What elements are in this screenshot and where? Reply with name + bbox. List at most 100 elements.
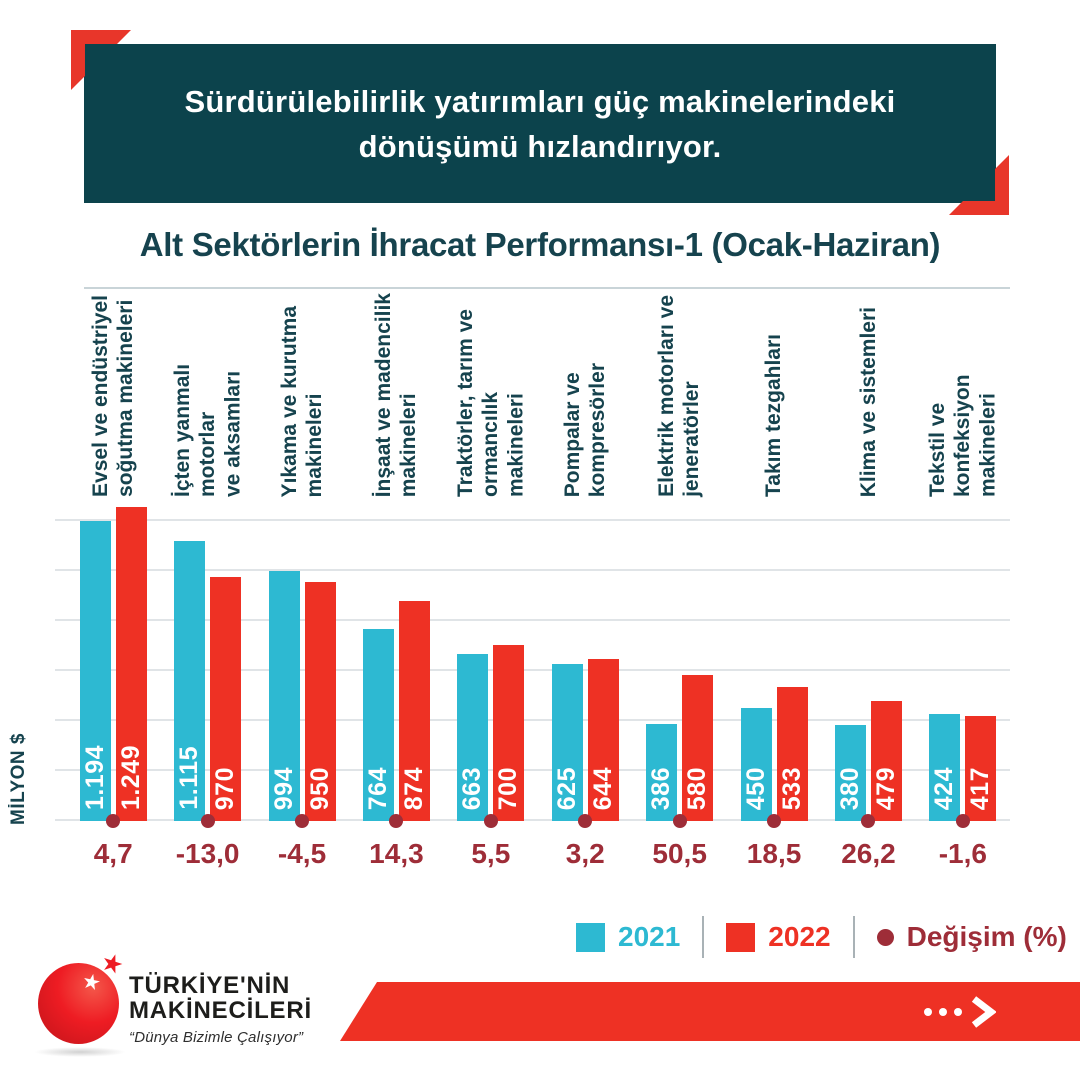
gridline xyxy=(55,769,1010,771)
bar-value-label: 1.194 xyxy=(80,744,109,810)
more-arrow-icon[interactable] xyxy=(924,982,996,1041)
legend-divider xyxy=(702,916,705,958)
bar-value-label: 764 xyxy=(363,766,392,810)
change-dot-icon xyxy=(106,814,121,828)
bar-value-label: 450 xyxy=(741,766,770,810)
gridline xyxy=(55,569,1010,571)
bar-value-label: 970 xyxy=(211,766,240,810)
change-dot-icon xyxy=(200,814,215,828)
legend-item-2022: 2022 xyxy=(726,921,831,953)
bar-pair: 380 479 xyxy=(821,505,915,828)
gridline xyxy=(55,819,1010,821)
logo-shadow xyxy=(34,1047,126,1057)
bar-value-label: 644 xyxy=(588,766,617,810)
change-value: 3,2 xyxy=(565,838,605,869)
category-label: Takım tezgahları xyxy=(762,334,786,497)
ribbon-corner-bottom-right-icon xyxy=(949,155,1009,215)
category-label: Traktörler, tarım ve ormancılık makinele… xyxy=(454,309,528,497)
bar-value-label: 386 xyxy=(647,766,676,810)
legend-item-change: Değişim (%) xyxy=(876,921,1067,953)
gridline xyxy=(55,669,1010,671)
category-label: İnşaat ve madencilik makineleri xyxy=(372,292,421,497)
category-label-cell: Pompalar ve kompresörler xyxy=(538,287,632,505)
bar-value-label: 625 xyxy=(552,766,581,810)
bar-value-label: 417 xyxy=(966,766,995,810)
change-dot-icon xyxy=(955,814,970,828)
change-value: 4,7 xyxy=(93,838,133,869)
bar-2021: 1.115 xyxy=(174,541,206,821)
bar-value-label: 380 xyxy=(835,766,864,810)
category-label-cell: Elektrik motorları ve jeneratörler xyxy=(632,287,726,505)
category-label-cell: Evsel ve endüstriyel soğutma makineleri xyxy=(66,287,160,505)
bar-2022: 580 xyxy=(682,675,714,821)
change-value: 14,3 xyxy=(369,838,424,869)
bar-2022: 417 xyxy=(965,716,997,821)
header-title-line2: dönüşümü hızlandırıyor. xyxy=(358,128,722,164)
change-value: 5,5 xyxy=(471,838,511,869)
category-label: Tekstil ve konfeksiyon makineleri xyxy=(926,374,1000,497)
bar-2021: 1.194 xyxy=(79,521,111,821)
bar-2022: 700 xyxy=(493,645,525,821)
bar-group: Pompalar ve kompresörler 625 644 3,2 xyxy=(538,287,632,870)
gridline xyxy=(55,519,1010,521)
bar-value-label: 994 xyxy=(269,766,298,810)
change-value: -4,5 xyxy=(277,838,327,869)
bar-2021: 450 xyxy=(740,708,772,821)
bar-2021: 663 xyxy=(457,654,489,821)
bar-value-label: 700 xyxy=(494,766,523,810)
change-dot-icon xyxy=(483,814,498,828)
bar-pair: 764 874 xyxy=(349,505,443,828)
bar-group: Traktörler, tarım ve ormancılık makinele… xyxy=(444,287,538,870)
ribbon-corner-top-left-icon xyxy=(71,30,131,90)
dot-icon xyxy=(939,1007,947,1016)
bar-group: Tekstil ve konfeksiyon makineleri 424 417 -… xyxy=(916,287,1010,870)
bar-group: Evsel ve endüstriyel soğutma makineleri 1… xyxy=(66,287,160,870)
bar-pair: 663 700 xyxy=(444,505,538,828)
bar-value-label: 580 xyxy=(683,766,712,810)
category-label: İçten yanmalı motorlar ve aksamları xyxy=(170,363,245,497)
bar-2021: 380 xyxy=(834,725,866,821)
change-dot-icon xyxy=(295,814,310,828)
chart-title: Alt Sektörlerin İhracat Performansı-1 (O… xyxy=(139,226,941,263)
bar-pair: 424 417 xyxy=(916,505,1010,828)
chevron-right-icon xyxy=(971,995,996,1028)
legend-label-2022: 2022 xyxy=(768,921,831,952)
bar-pair: 450 533 xyxy=(727,505,821,828)
bar-value-label: 424 xyxy=(930,766,959,810)
bar-2022: 479 xyxy=(870,701,902,821)
change-value: -13,0 xyxy=(175,838,240,869)
bar-2021: 994 xyxy=(268,571,300,821)
bar-pair: 1.115 970 xyxy=(160,505,254,828)
bar-group: Elektrik motorları ve jeneratörler 386 580… xyxy=(632,287,726,870)
logo-text: TÜRKİYE'NİN MAKİNECİLERİ “Dünya Bizimle … xyxy=(129,973,312,1046)
category-label: Yıkama ve kurutma makineleri xyxy=(277,305,327,497)
chart-top-border xyxy=(84,287,1010,289)
bar-pair: 1.194 1.249 xyxy=(66,505,160,828)
legend: 2021 2022 Değişim (%) xyxy=(576,916,1067,958)
logo-ball-icon xyxy=(38,963,119,1044)
star-icon: ★ xyxy=(97,947,128,981)
bar-groups: Evsel ve endüstriyel soğutma makineleri 1… xyxy=(66,287,1010,870)
dot-icon xyxy=(954,1007,962,1016)
bar-value-label: 533 xyxy=(777,766,806,810)
bar-chart: Evsel ve endüstriyel soğutma makineleri 1… xyxy=(55,287,1010,870)
bar-value-label: 663 xyxy=(458,766,487,810)
bar-2022: 874 xyxy=(398,601,430,821)
legend-divider xyxy=(852,916,855,958)
category-label-cell: Yıkama ve kurutma makineleri xyxy=(255,287,349,505)
bar-group: Takım tezgahları 450 533 18,5 xyxy=(727,287,821,870)
category-label-cell: İçten yanmalı motorlar ve aksamları xyxy=(160,287,254,505)
category-label: Elektrik motorları ve jeneratörler xyxy=(655,295,704,497)
dot-icon xyxy=(924,1007,932,1016)
bar-2021: 424 xyxy=(929,714,961,821)
gridline xyxy=(55,619,1010,621)
category-label: Pompalar ve kompresörler xyxy=(561,362,610,497)
category-label-cell: Klima ve sistemleri xyxy=(821,287,915,505)
bar-2021: 386 xyxy=(646,724,678,821)
category-label-cell: Takım tezgahları xyxy=(727,287,821,505)
gridline xyxy=(55,719,1010,721)
gridlines xyxy=(55,505,1010,821)
bar-group: Klima ve sistemleri 380 479 26,2 xyxy=(821,287,915,870)
bar-2022: 950 xyxy=(304,582,336,821)
